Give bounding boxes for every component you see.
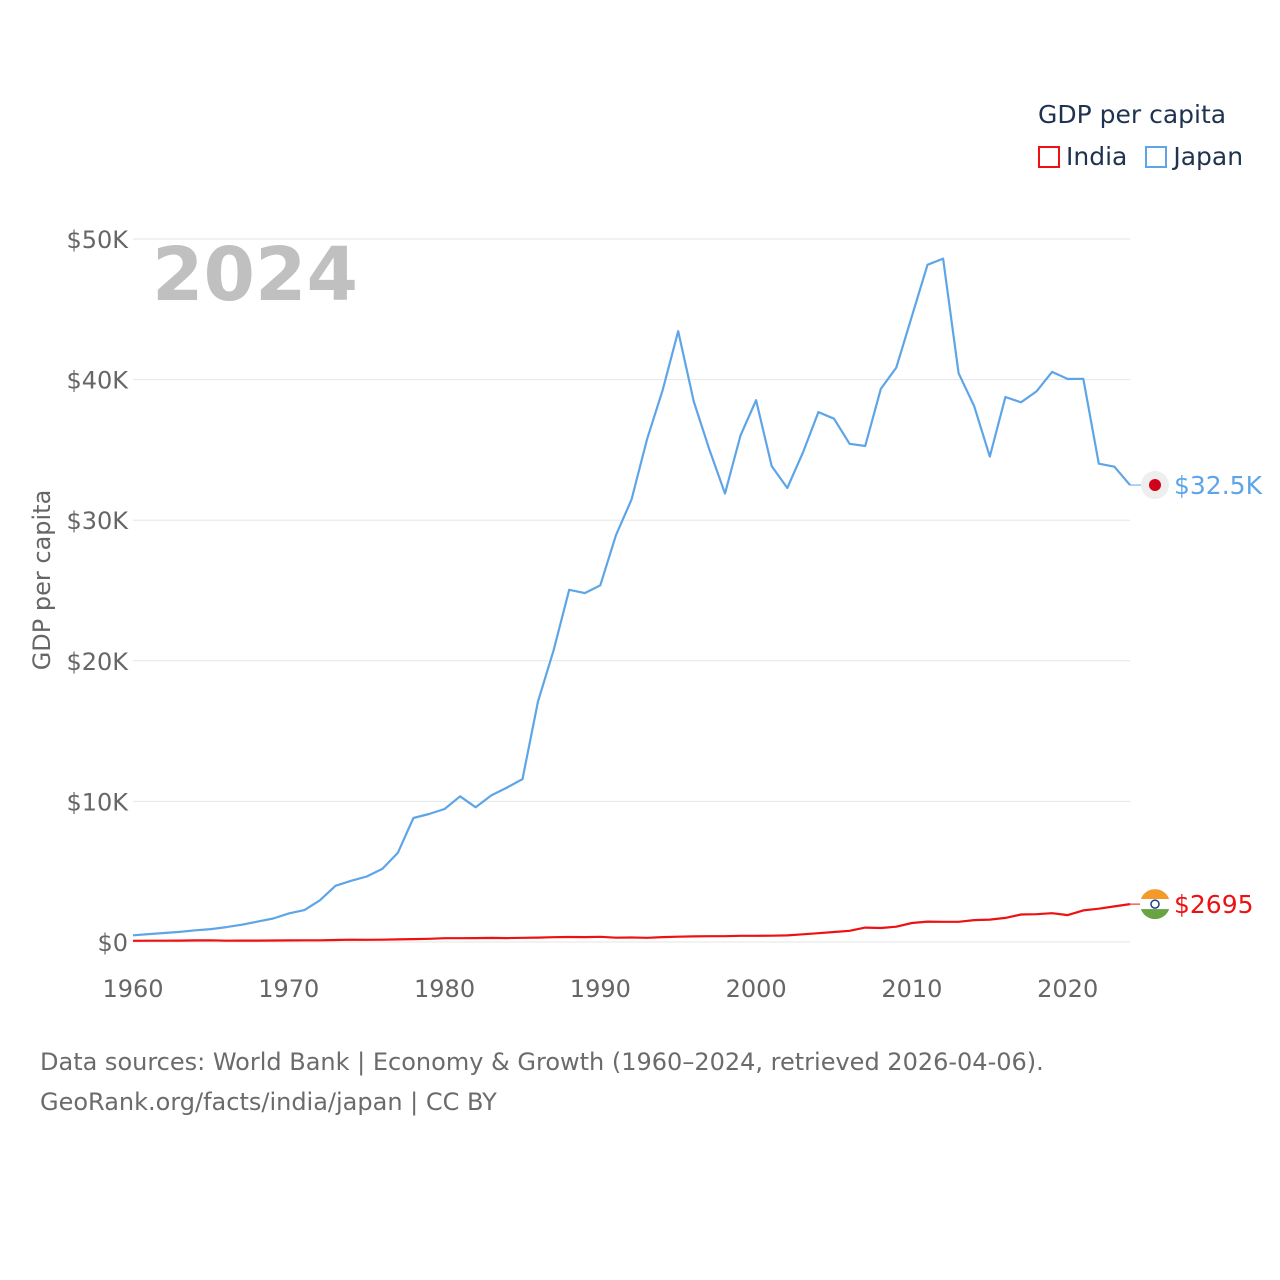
india-flag-icon	[1140, 889, 1170, 920]
end-markers: $2695 $32.5K	[1130, 471, 1263, 920]
end-value-label-japan: $32.5K	[1174, 471, 1263, 500]
x-axis: 1960 1970 1980 1990 2000 2010 2020	[102, 975, 1098, 1003]
legend-item-japan[interactable]: Japan	[1145, 142, 1243, 171]
x-tick-label: 1980	[414, 975, 475, 1003]
legend-label-japan: Japan	[1173, 142, 1244, 171]
y-tick-label: $30K	[66, 507, 129, 535]
footer-link[interactable]: GeoRank.org/facts/india/japan | CC BY	[40, 1088, 497, 1116]
x-tick-label: 2010	[881, 975, 942, 1003]
y-tick-label: $20K	[66, 648, 129, 676]
x-tick-label: 2020	[1037, 975, 1098, 1003]
y-axis: $0 $10K $20K $30K $40K $50K	[66, 226, 129, 957]
legend-label-india: India	[1066, 142, 1128, 171]
flag-stripe-saffron	[1140, 889, 1170, 900]
end-value-label-india: $2695	[1174, 890, 1254, 919]
x-tick-label: 1970	[258, 975, 319, 1003]
footer-sources: Data sources: World Bank | Economy & Gro…	[40, 1048, 1044, 1076]
flag-stripe-white	[1140, 899, 1170, 910]
series-line-india	[132, 903, 1131, 942]
japan-flag-icon	[1141, 471, 1169, 500]
y-tick-label: $10K	[66, 788, 129, 816]
y-tick-label: $50K	[66, 226, 129, 254]
x-tick-label: 1960	[102, 975, 163, 1003]
flag-sun	[1149, 479, 1161, 492]
legend-title: GDP per capita	[1038, 100, 1227, 129]
x-tick-label: 1990	[570, 975, 631, 1003]
y-tick-label: $0	[97, 929, 128, 957]
legend-item-india[interactable]: India	[1038, 142, 1127, 171]
flag-chakra	[1150, 899, 1160, 909]
flag-stripes	[1140, 889, 1170, 920]
year-label: 2024	[152, 232, 358, 318]
y-tick-label: $40K	[66, 367, 129, 395]
series-line-japan	[132, 257, 1131, 937]
x-tick-label: 2000	[726, 975, 787, 1003]
flag-stripe-green	[1140, 909, 1170, 920]
grid-lines	[133, 238, 1130, 943]
legend-swatch-india	[1038, 145, 1060, 168]
legend-swatch-japan	[1145, 145, 1168, 168]
y-axis-label: GDP per capita	[28, 490, 56, 671]
footer: Data sources: World Bank | Economy & Gro…	[40, 1042, 1044, 1122]
series-lines	[132, 257, 1131, 942]
legend: India Japan	[1038, 142, 1243, 171]
